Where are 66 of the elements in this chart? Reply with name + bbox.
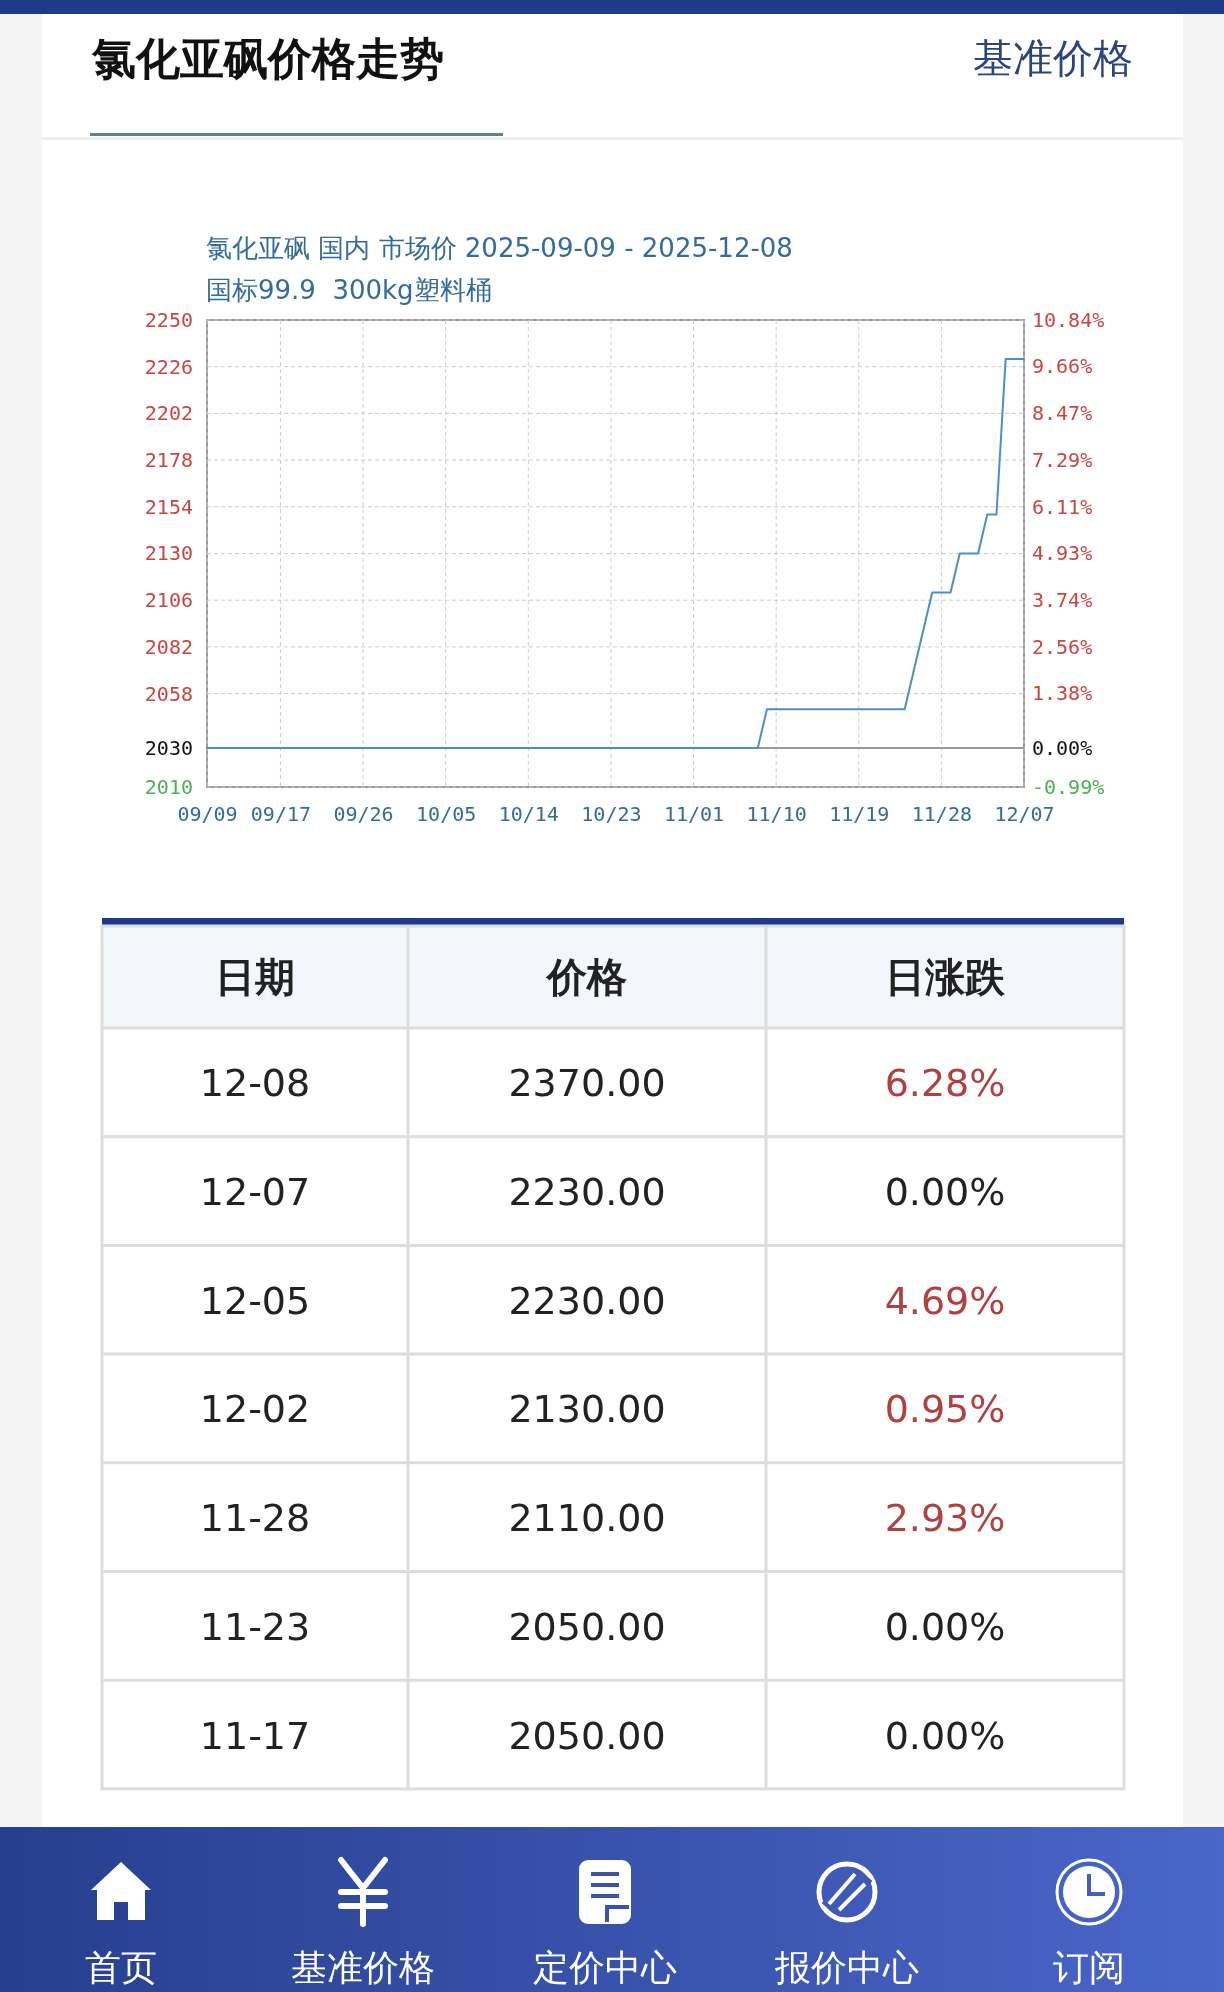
x-tick-label: 10/05 (416, 802, 477, 827)
x-tick-label: 11/01 (663, 802, 725, 827)
y2-tick-label: 1.38% (1032, 681, 1093, 706)
y2-tick-label: 4.93% (1032, 541, 1093, 566)
text: 2.93% (884, 1496, 1006, 1541)
text: 2050.00 (508, 1713, 666, 1758)
x-tick-label: 09/09 (177, 802, 238, 827)
x-tick-label: 12/07 (994, 802, 1055, 827)
text: 2230.00 (508, 1278, 666, 1323)
y2-tick-label: -0.99% (1032, 774, 1105, 799)
line-series (206, 357, 1025, 750)
x-tick-label: 11/10 (746, 802, 807, 827)
category-label: 日涨跌 (885, 954, 1006, 1000)
y-tick-label: 2106 (144, 588, 193, 613)
text: 定价中心 (533, 1947, 677, 1988)
y-tick-label: 2178 (144, 448, 193, 472)
x-tick-label: 09/26 (333, 802, 394, 827)
text: 首页 (85, 1947, 157, 1988)
text: 0.00% (884, 1713, 1006, 1758)
text: 订阅 (1053, 1947, 1125, 1988)
chart-title: 氯化亚砜价格走势 (91, 33, 444, 84)
text: 报价中心 (774, 1947, 919, 1988)
y-tick-label: 2010 (144, 774, 193, 799)
text: 12-05 (199, 1278, 311, 1323)
x-tick-label: 10/23 (581, 802, 642, 827)
y-tick-label: 2226 (144, 354, 193, 379)
y2-tick-label: 8.47% (1032, 401, 1093, 426)
text: 0.95% (884, 1387, 1006, 1432)
y-tick-label: 2130 (144, 541, 193, 566)
y-tick-label: 2154 (144, 494, 193, 519)
x-tick-label: 10/14 (498, 802, 559, 827)
text: 2050.00 (508, 1604, 666, 1649)
y2-tick-label: 2.56% (1032, 634, 1093, 659)
y-tick-label: 2202 (144, 401, 193, 426)
x-tick-label: 11/19 (829, 802, 890, 827)
text: 0.00% (884, 1604, 1006, 1649)
y-tick-label: 2030 (144, 735, 193, 760)
text: 11-23 (199, 1604, 311, 1649)
y2-tick-label: 10.84% (1032, 307, 1105, 332)
text: 6.28% (884, 1061, 1006, 1106)
text: 12-08 (199, 1061, 311, 1106)
y-tick-label: 2082 (144, 634, 193, 659)
text: 2230.00 (508, 1170, 666, 1215)
text: 4.69% (884, 1278, 1006, 1323)
text: 12-02 (199, 1387, 311, 1432)
text: 2130.00 (508, 1387, 666, 1432)
text: 基准价格 (291, 1947, 435, 1988)
text: 2370.00 (508, 1061, 666, 1106)
y-tick-label: 2058 (144, 681, 193, 706)
chart-subtitle: 氯化亚砜 国内 市场价 2025-09-09 - 2025-12-08 国标99.9 300kg塑料桶 (206, 233, 793, 305)
y2-tick-label: 7.29% (1032, 448, 1093, 473)
y-tick-label: 2250 (144, 307, 193, 332)
category-label: 价格 (545, 954, 627, 1000)
text: 2110.00 (508, 1496, 666, 1541)
text: 基准价格 (973, 35, 1133, 81)
text: 12-07 (199, 1170, 311, 1215)
y2-tick-label: 3.74% (1032, 588, 1093, 613)
text: 0.00% (884, 1170, 1006, 1215)
y2-tick-label: 0.00% (1032, 735, 1093, 760)
category-label: 日期 (215, 954, 295, 1000)
text: 11-17 (199, 1713, 311, 1758)
x-tick-label: 09/17 (250, 802, 312, 827)
y2-tick-label: 6.11% (1032, 494, 1093, 519)
x-tick-label: 11/28 (911, 802, 972, 827)
text: 11-28 (199, 1496, 311, 1541)
y2-tick-label: 9.66% (1032, 354, 1093, 379)
